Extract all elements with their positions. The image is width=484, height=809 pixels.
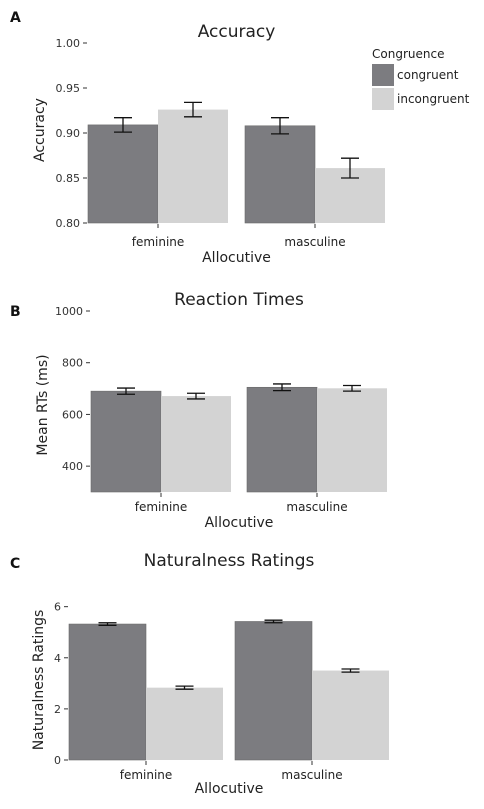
panel-b-ylabel: Mean RTs (ms) [35,354,51,455]
legend-label-congruent: congruent [397,68,459,82]
panel-b-ytick-label: 600 [62,408,83,421]
panel-a-category-label: masculine [284,235,345,249]
panel-c-category-label: masculine [281,768,342,782]
panel-b-ytick-label: 1000 [55,305,83,318]
legend-swatch-congruent [372,64,394,86]
panel-c-bar-congruent-feminine [68,623,147,761]
panel-a-ytick-label: 1.00 [56,37,81,50]
legend-swatch-incongruent [372,88,394,110]
panel-c-ylabel: Naturalness Ratings [31,610,47,751]
panel-a-ytick-label: 0.80 [56,217,81,230]
panel-a-title: Accuracy [198,22,276,42]
panel-b-bar-congruent-feminine [90,390,162,493]
legend-title: Congruence [372,47,444,61]
panel-c-bar-incongruent-masculine [312,670,389,760]
panel-b-letter: B [10,304,21,320]
panel-b-bar-incongruent-masculine [317,388,387,492]
panel-c-bar-congruent-masculine [234,621,313,761]
panel-c-bar-incongruent-feminine [146,687,223,760]
panel-c-xlabel: Allocutive [195,781,264,797]
panel-b-category-label: feminine [135,500,188,514]
panel-a-xlabel: Allocutive [202,250,271,266]
panel-a-ytick-label: 0.95 [56,82,81,95]
panel-a-bar-incongruent-feminine [158,109,228,223]
panel-c-ytick-label: 0 [54,754,61,767]
panel-c-title: Naturalness Ratings [144,551,315,571]
panel-a-letter: A [10,10,21,26]
panel-c-ytick-label: 6 [54,601,61,614]
panel-a-ytick-label: 0.90 [56,127,81,140]
panel-a-bar-congruent-masculine [244,125,316,224]
panel-c-category-label: feminine [120,768,173,782]
panel-b-ytick-label: 400 [62,460,83,473]
panel-c-ytick-label: 2 [54,703,61,716]
panel-a-bar-congruent-feminine [87,124,159,224]
panel-b-bar-incongruent-feminine [161,396,231,492]
panel-c-letter: C [10,556,20,572]
panel-c-ytick-label: 4 [54,652,61,665]
panel-b-ytick-label: 800 [62,357,83,370]
panel-b-xlabel: Allocutive [205,515,274,531]
panel-b-title: Reaction Times [174,290,304,310]
panel-a-ylabel: Accuracy [32,98,48,162]
panel-a-ytick-label: 0.85 [56,172,81,185]
panel-b-bar-congruent-masculine [246,386,318,493]
legend-label-incongruent: incongruent [397,92,470,106]
panel-b-category-label: masculine [286,500,347,514]
panel-a-category-label: feminine [132,235,185,249]
